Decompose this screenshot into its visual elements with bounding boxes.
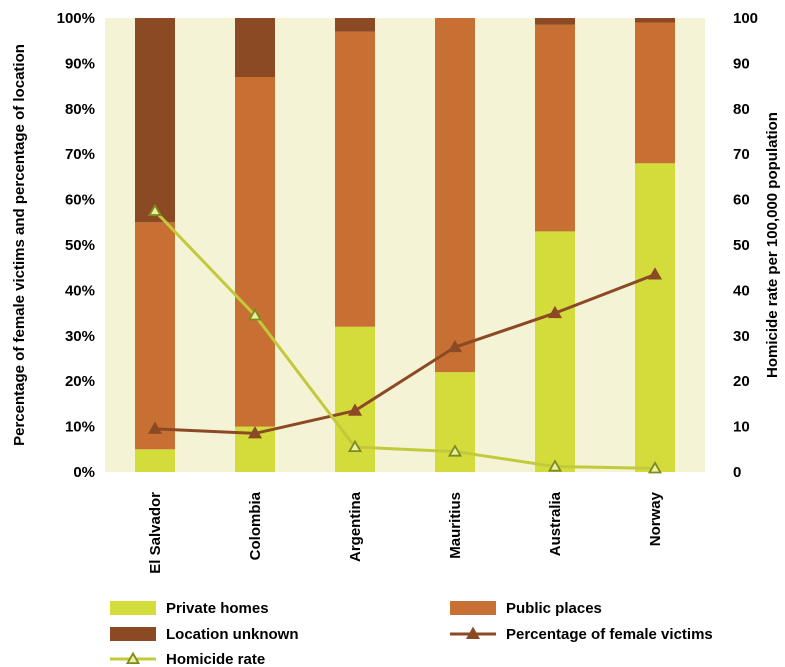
marker-percentage-of-female-victims-5: [647, 267, 663, 280]
bar-public-places-4: [535, 24, 575, 232]
y-tick-label: 60%: [65, 192, 95, 209]
bar-private-homes-3: [435, 372, 475, 472]
bar-public-places-3: [435, 18, 475, 373]
y2-tick-label: 0: [733, 464, 741, 481]
bar-public-places-1: [235, 77, 275, 427]
y-tick-label: 20%: [65, 373, 95, 390]
legend-label-percentage-of-female-victims: Percentage of female victims: [506, 626, 713, 643]
legend-swatch-private-homes: [110, 601, 156, 615]
marker-percentage-of-female-victims-4: [547, 305, 563, 319]
bar-location-unknown-1: [235, 18, 275, 78]
marker-percentage-of-female-victims-2: [347, 403, 363, 416]
legend-label-public-places: Public places: [506, 600, 602, 617]
marker-homicide-rate-5: [647, 461, 663, 474]
x-tick-label: Mauritius: [447, 492, 464, 559]
bar-private-homes-4: [535, 231, 575, 472]
x-tick-label: Argentina: [347, 491, 364, 562]
legend-marker-percentage-of-female-victims: [465, 626, 481, 640]
y-axis-title: Percentage of female victims and percent…: [11, 44, 28, 446]
marker-percentage-of-female-victims-1: [247, 426, 263, 439]
y-tick-label: 30%: [65, 328, 95, 345]
marker-homicide-rate-2: [347, 439, 363, 453]
legend-swatch-location-unknown: [110, 627, 156, 641]
y2-tick-label: 40: [733, 282, 750, 299]
y2-tick-label: 70: [733, 146, 750, 163]
y-tick-label: 50%: [65, 237, 95, 254]
legend-marker-homicide-rate: [125, 651, 141, 665]
marker-homicide-rate-4: [547, 459, 563, 472]
marker-percentage-of-female-victims-3: [447, 339, 463, 353]
lines-layer: [147, 203, 663, 474]
y-tick-label: 90%: [65, 55, 95, 72]
bar-location-unknown-5: [635, 18, 675, 23]
bars-layer: [135, 18, 675, 472]
legend-label-private-homes: Private homes: [166, 600, 269, 617]
legend-swatch-public-places: [450, 601, 496, 615]
marker-percentage-of-female-victims-0: [147, 421, 163, 434]
y-tick-label: 10%: [65, 419, 95, 436]
legend-label-location-unknown: Location unknown: [166, 626, 299, 643]
legend: Private homes Public places Location unkno…: [110, 600, 713, 667]
y2-tick-label: 90: [733, 55, 750, 72]
y2-tick-label: 50: [733, 237, 750, 254]
line-homicide-rate: [153, 209, 656, 470]
y2-tick-label: 80: [733, 101, 750, 118]
bar-location-unknown-4: [535, 18, 575, 25]
bar-public-places-0: [135, 222, 175, 450]
x-tick-label: Australia: [547, 491, 564, 556]
bar-public-places-2: [335, 31, 375, 327]
bar-location-unknown-2: [335, 18, 375, 32]
y2-tick-label: 30: [733, 328, 750, 345]
y-tick-label: 100%: [57, 10, 95, 27]
x-tick-label: Colombia: [247, 491, 264, 560]
marker-homicide-rate-3: [447, 444, 463, 457]
y-tick-label: 0%: [73, 464, 95, 481]
y-tick-label: 40%: [65, 282, 95, 299]
y-tick-label: 70%: [65, 146, 95, 163]
y-tick-label: 80%: [65, 101, 95, 118]
bar-public-places-5: [635, 22, 675, 164]
bar-private-homes-0: [135, 449, 175, 472]
x-tick-label: El Salvador: [147, 492, 164, 574]
marker-homicide-rate-0: [147, 203, 163, 216]
legend-label-homicide-rate: Homicide rate: [166, 651, 265, 667]
line-percentage-of-female-victims: [154, 273, 656, 435]
y2-tick-label: 60: [733, 192, 750, 209]
y2-tick-label: 20: [733, 373, 750, 390]
x-tick-label: Norway: [647, 491, 664, 546]
plot-background: [105, 18, 705, 472]
y2-tick-label: 100: [733, 10, 758, 27]
y2-axis-title: Homicide rate per 100,000 population: [764, 112, 781, 378]
y2-tick-label: 10: [733, 419, 750, 436]
bar-private-homes-5: [635, 163, 675, 472]
marker-homicide-rate-1: [247, 308, 263, 321]
bar-location-unknown-0: [135, 18, 175, 223]
axis-ticks: 0% 10% 20% 30% 40% 50% 60% 70% 80% 90% 100% 0 10 20 30…: [57, 10, 758, 574]
